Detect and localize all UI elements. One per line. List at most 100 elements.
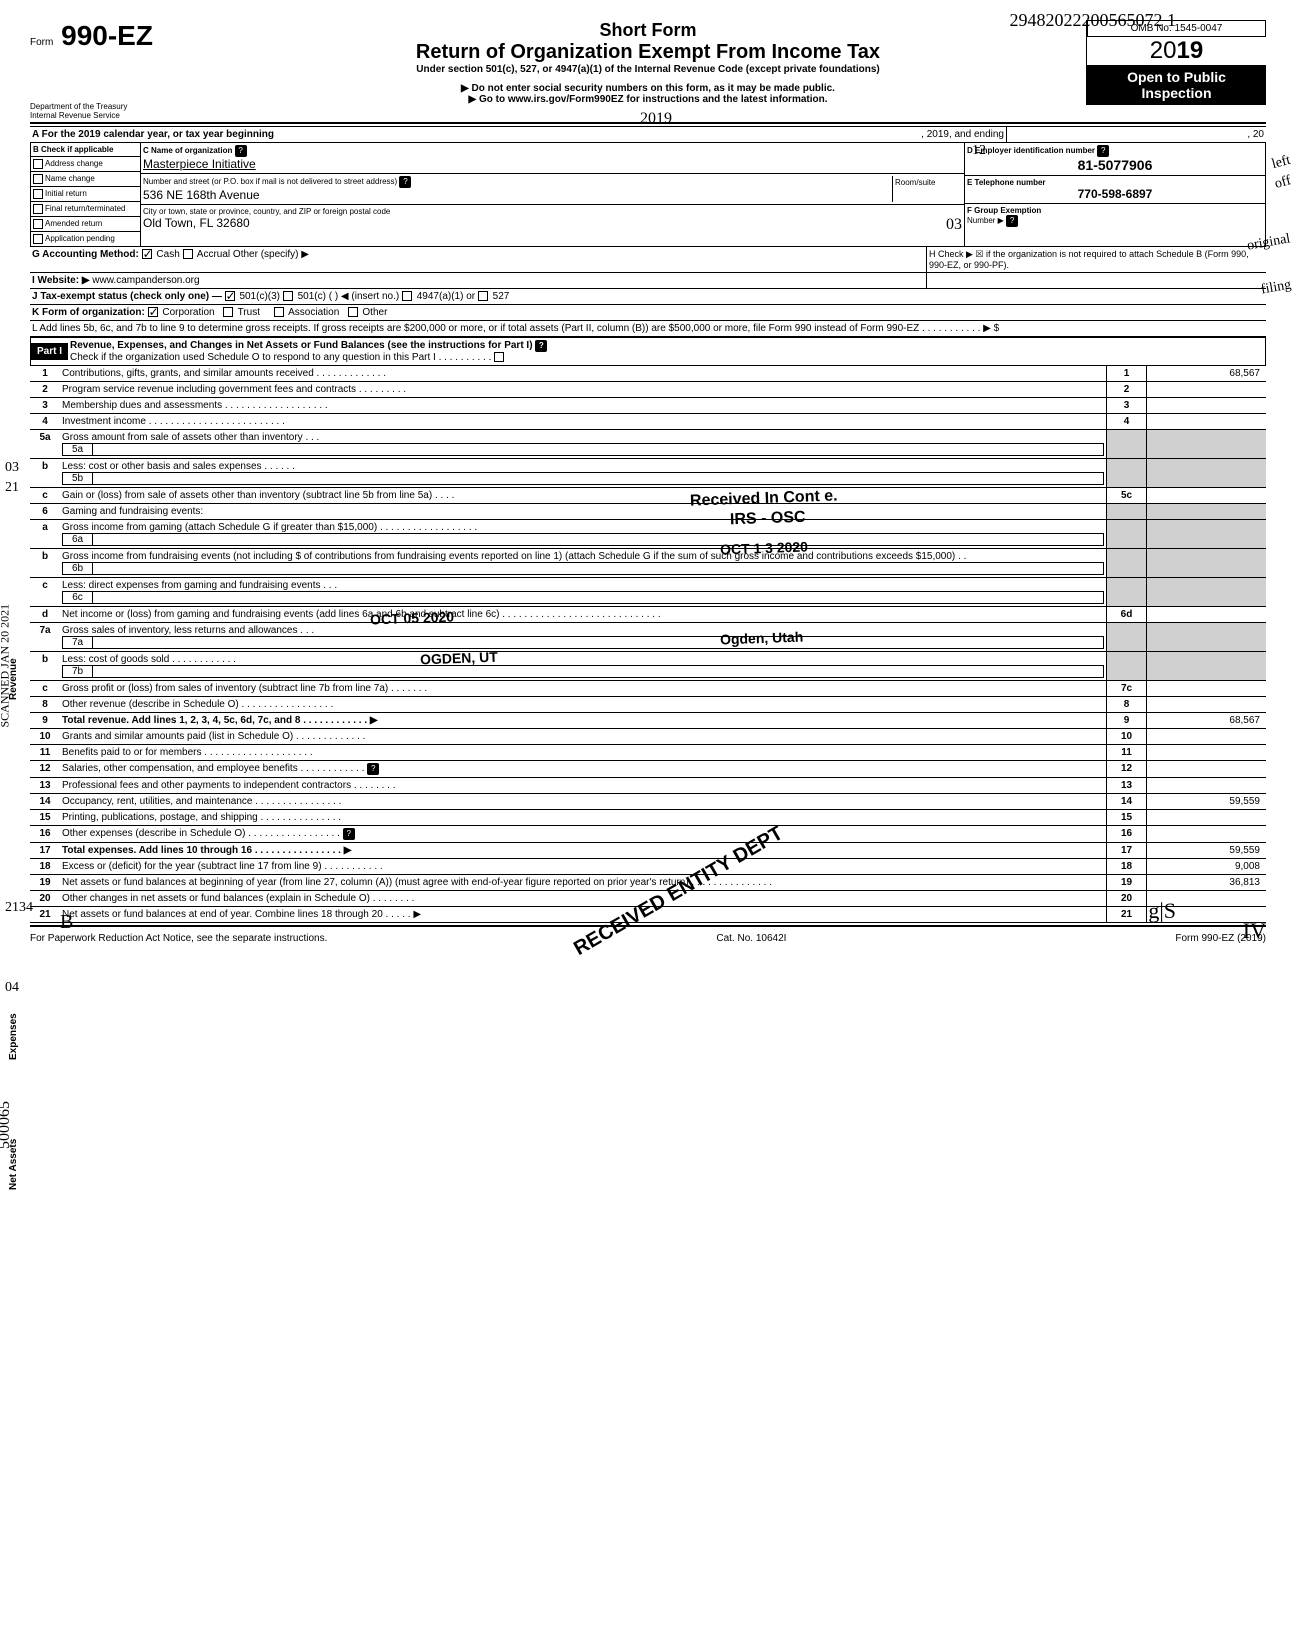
handwritten-2019: 2019 [640,110,672,128]
line-2-box: 2 [1106,382,1146,397]
check-address-change[interactable] [33,159,43,169]
line-a-label: A For the 2019 calendar year, or tax yea… [32,129,274,140]
label-trust: Trust [238,307,260,318]
line-6d-text: Net income or (loss) from gaming and fun… [60,607,1106,622]
line-5c-box: 5c [1106,488,1146,503]
check-corp[interactable] [148,307,158,317]
line-12-num: 12 [30,761,60,777]
check-4947[interactable] [402,291,412,301]
line-5b-num: b [30,459,60,487]
line-13-box: 13 [1106,778,1146,793]
label-j-tax-exempt: J Tax-exempt status (check only one) — [32,291,222,302]
check-pending[interactable] [33,234,43,244]
line-9-text: Total revenue. Add lines 1, 2, 3, 4, 5c,… [62,715,378,726]
handwritten-12: 12 [972,143,986,159]
check-other-org[interactable] [348,307,358,317]
handwritten-left-2134: 2134 [5,900,33,916]
warning-ssn: ▶ Do not enter social security numbers o… [210,83,1086,94]
form-number: 990-EZ [61,20,153,51]
line-8-num: 8 [30,697,60,712]
line-10-text: Grants and similar amounts paid (list in… [60,729,1106,744]
line-20-box: 20 [1106,891,1146,906]
tax-year: 20201919 [1087,37,1266,65]
line-6b-text: Gross income from fundraising events (no… [62,551,966,562]
line-1-text: Contributions, gifts, grants, and simila… [60,366,1106,381]
title-return: Return of Organization Exempt From Incom… [210,41,1086,64]
handwritten-03: 03 [946,216,962,234]
help-icon: ? [367,763,379,775]
line-7c-amt [1146,681,1266,696]
line-6-num: 6 [30,504,60,519]
label-initial-return: Initial return [45,189,87,198]
line-12-box: 12 [1106,761,1146,777]
check-trust[interactable] [223,307,233,317]
line-15-box: 15 [1106,810,1146,825]
line-12-text: Salaries, other compensation, and employ… [62,763,364,774]
check-527[interactable] [478,291,488,301]
check-name-change[interactable] [33,174,43,184]
help-icon: ? [343,828,355,840]
stamp-ogden: Ogden, Utah [720,629,804,648]
org-address: 536 NE 168th Avenue [143,188,892,202]
line-15-text: Printing, publications, postage, and shi… [60,810,1106,825]
check-amended[interactable] [33,219,43,229]
line-19-num: 19 [30,875,60,890]
check-501c[interactable] [283,291,293,301]
handwritten-off: off [1273,173,1293,193]
label-insert: ) ◀ (insert no.) [335,291,399,302]
line-17-amt: 59,559 [1146,843,1266,858]
line-9-num: 9 [30,713,60,728]
check-schedule-o[interactable] [494,352,504,362]
stamp-top: 29482022200565072 1 [1010,10,1177,31]
line-2-num: 2 [30,382,60,397]
check-final-return[interactable] [33,204,43,214]
check-cash[interactable] [142,249,152,259]
line-15-amt [1146,810,1266,825]
website-value: www.campanderson.org [92,275,199,286]
line-14-text: Occupancy, rent, utilities, and maintena… [60,794,1106,809]
line-6c-box: 6c [63,592,93,603]
part1-check-text: Check if the organization used Schedule … [70,352,491,363]
open-public: Open to Public [1091,69,1262,85]
label-other-org: Other [362,307,387,318]
line-1-box: 1 [1106,366,1146,381]
part1-label: Part I [31,343,68,360]
line-4-amt [1146,414,1266,429]
line-11-num: 11 [30,745,60,760]
line-7a-num: 7a [30,623,60,651]
line-5a-text: Gross amount from sale of assets other t… [62,432,319,443]
line-4-text: Investment income . . . . . . . . . . . … [60,414,1106,429]
line-5a-box: 5a [63,444,93,455]
label-addr: Number and street (or P.O. box if mail i… [143,177,397,186]
line-16-num: 16 [30,826,60,842]
check-accrual[interactable] [183,249,193,259]
label-city: City or town, state or province, country… [143,207,962,216]
line-20-num: 20 [30,891,60,906]
help-icon: ? [399,176,411,188]
line-2-text: Program service revenue including govern… [60,382,1106,397]
org-city: Old Town, FL 32680 [143,216,250,230]
line-7a-box: 7a [63,637,93,648]
line-6d-amt [1146,607,1266,622]
line-16-box: 16 [1106,826,1146,842]
line-5c-num: c [30,488,60,503]
line-11-amt [1146,745,1266,760]
help-icon: ? [1097,145,1109,157]
label-other-specify: Other (specify) ▶ [233,249,309,260]
line-17-text: Total expenses. Add lines 10 through 16 … [62,845,351,856]
check-501c3[interactable] [225,291,235,301]
check-assoc[interactable] [274,307,284,317]
line-15-num: 15 [30,810,60,825]
stamp-ogden2: OGDEN, UT [420,649,498,668]
line-12-amt [1146,761,1266,777]
label-h-check: H Check ▶ ☒ if the organization is not r… [929,249,1249,270]
label-g-accounting: G Accounting Method: [32,249,139,260]
line-7a-text: Gross sales of inventory, less returns a… [62,625,314,636]
line-11-text: Benefits paid to or for members . . . . … [60,745,1106,760]
line-14-num: 14 [30,794,60,809]
line-10-num: 10 [30,729,60,744]
check-initial-return[interactable] [33,189,43,199]
part1-title: Revenue, Expenses, and Changes in Net As… [70,340,533,351]
handwritten-left-03: 03 [5,460,19,476]
handwritten-IV: IV [1243,918,1266,944]
